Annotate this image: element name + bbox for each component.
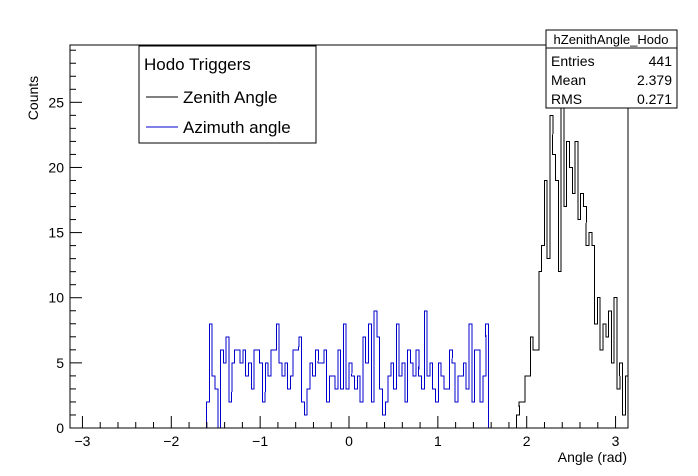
y-tick-label-2: 10 [48,290,64,306]
stats-box-frame [545,29,678,109]
y-tick-label-4: 20 [48,159,64,175]
y-tick-label-1: 5 [56,355,64,371]
x-tick-label-0: −3 [74,433,90,449]
stats-entries-value: 441 [649,53,673,69]
y-axis-title: Counts [25,76,41,120]
x-tick-label-3: 0 [345,433,353,449]
y-tick-label-3: 15 [48,225,64,241]
x-tick-label-6: 3 [612,433,620,449]
stats-entries-label: Entries [551,53,595,69]
stats-rms-value: 0.271 [637,91,672,107]
stats-mean-label: Mean [551,72,586,88]
stats-mean-value: 2.379 [637,72,672,88]
x-tick-label-2: −1 [252,433,268,449]
series-outline-azimuth-angle [206,310,492,429]
y-tick-label-5: 25 [48,94,64,110]
legend-entry-zenith: Zenith Angle [183,88,278,107]
stats-box: hZenithAngle_Hodo Entries 441 Mean 2.379… [545,29,678,109]
stats-rms-label: RMS [551,91,582,107]
axis-layer: −3 −2 −1 0 1 2 3 0 5 10 15 20 25 [48,44,629,449]
x-tick-label-1: −2 [163,433,179,449]
x-tick-label-4: 1 [434,433,442,449]
y-tick-label-0: 0 [56,420,64,436]
legend-entry-azimuth: Azimuth angle [183,118,291,137]
legend-title: Hodo Triggers [144,55,251,74]
series-outline-zenith-angle [515,75,629,428]
stats-box-title: hZenithAngle_Hodo [554,32,669,47]
x-tick-label-5: 2 [523,433,531,449]
x-axis-title: Angle (rad) [558,449,627,465]
legend: Hodo Triggers Zenith Angle Azimuth angle [138,45,317,144]
